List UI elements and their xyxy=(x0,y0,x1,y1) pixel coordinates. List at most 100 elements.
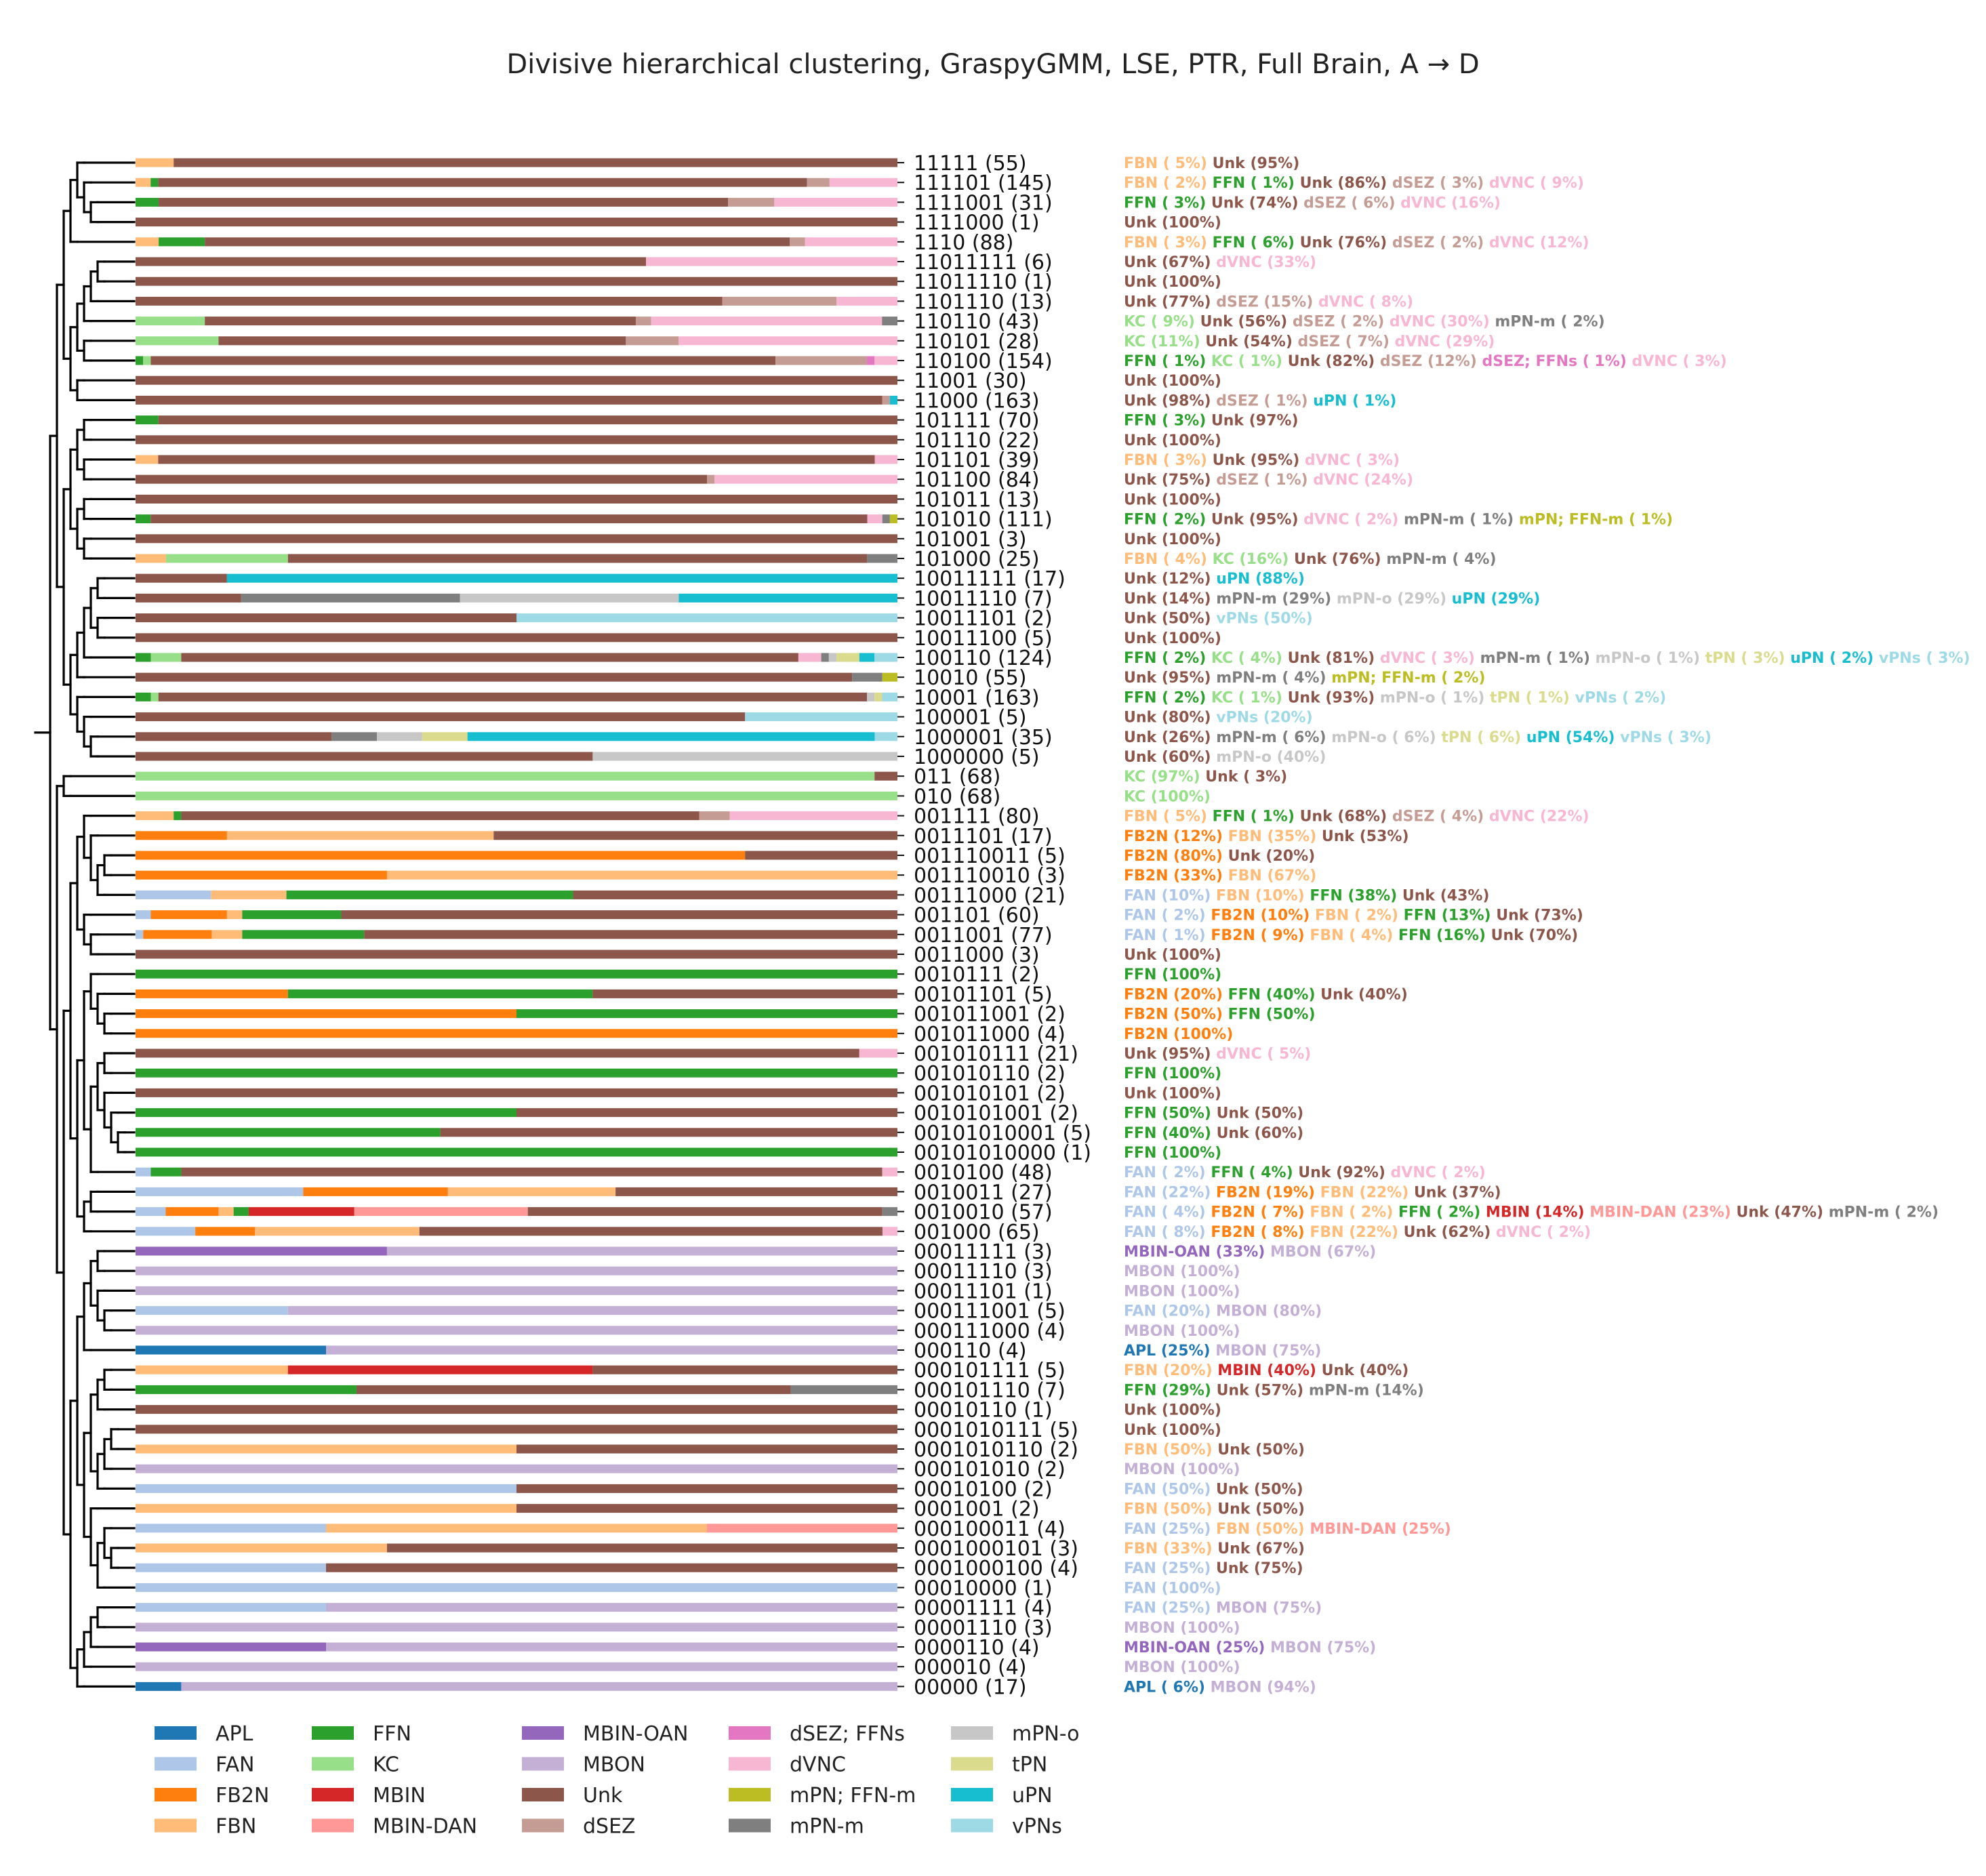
row-annotation: Unk (60%) mPN-o (40%) xyxy=(1124,749,1326,766)
annotation-token: Unk (67%) xyxy=(1213,1541,1305,1557)
annotation-token: mPN-m (14%) xyxy=(1303,1382,1424,1399)
bar-segment xyxy=(882,1207,897,1217)
bar-segment xyxy=(136,1681,182,1691)
row-annotation: FB2N (80%) Unk (20%) xyxy=(1124,848,1315,865)
row-annotation: FBN (20%) MBIN (40%) Unk (40%) xyxy=(1124,1362,1409,1379)
bar-segment xyxy=(874,653,897,662)
annotation-token: dSEZ ( 2%) xyxy=(1287,314,1384,331)
legend-swatch xyxy=(312,1818,354,1833)
row-label: 100110 (124) xyxy=(914,647,1053,670)
annotation-token: FBN (50%) xyxy=(1211,1521,1304,1538)
bar-segment xyxy=(158,692,868,701)
annotation-token: FFN (50%) xyxy=(1124,1105,1211,1122)
row-label: 0010010 (57) xyxy=(914,1201,1053,1225)
bar-segment xyxy=(136,455,159,464)
legend-label: MBIN xyxy=(373,1784,426,1808)
row-annotation: Unk (100%) xyxy=(1124,491,1221,508)
bar-segment xyxy=(136,1524,326,1533)
row-label: 101110 (22) xyxy=(914,429,1040,453)
legend-swatch xyxy=(729,1726,771,1740)
annotation-token: KC ( 9%) xyxy=(1124,314,1195,331)
bar-segment xyxy=(165,554,288,563)
bar-segment xyxy=(136,950,897,959)
bar-segment xyxy=(722,296,837,306)
bar-segment xyxy=(287,554,868,563)
row-label: 11011110 (1) xyxy=(914,270,1053,294)
annotation-token: FFN (40%) xyxy=(1124,1125,1211,1142)
annotation-token: Unk ( 3%) xyxy=(1200,769,1288,786)
row-annotation: Unk (100%) xyxy=(1124,1422,1221,1439)
row-label: 1111001 (31) xyxy=(914,191,1053,215)
annotation-token: dVNC ( 9%) xyxy=(1484,175,1584,192)
row-annotation: FBN (50%) Unk (50%) xyxy=(1124,1501,1305,1518)
annotation-token: MBON (80%) xyxy=(1211,1303,1322,1320)
bar-segment xyxy=(467,732,875,741)
row-annotation: FAN ( 1%) FB2N ( 9%) FBN ( 4%) FFN (16%)… xyxy=(1124,927,1578,944)
legend-label: KC xyxy=(373,1753,399,1777)
bar-segment xyxy=(136,593,241,603)
row-annotation: FB2N (20%) FFN (40%) Unk (40%) xyxy=(1124,986,1408,1003)
bar-segment xyxy=(419,1227,883,1236)
row-label: 000111000 (4) xyxy=(914,1320,1066,1343)
bar-segment xyxy=(699,811,730,821)
annotation-token: FAN ( 8%) xyxy=(1124,1224,1206,1241)
annotation-token: FB2N (80%) xyxy=(1124,848,1223,865)
legend-label: vPNs xyxy=(1012,1815,1062,1839)
bar-segment xyxy=(136,1662,897,1671)
annotation-token: Unk (26%) xyxy=(1124,729,1211,746)
bar-segment xyxy=(136,356,144,365)
row-annotation: FB2N (33%) FBN (67%) xyxy=(1124,868,1316,884)
annotation-token: Unk (74%) xyxy=(1206,195,1298,211)
bar-segment xyxy=(159,237,205,247)
row-label: 1101110 (13) xyxy=(914,290,1053,314)
bar-segment xyxy=(790,237,805,247)
bar-segment xyxy=(874,732,897,741)
dendrogram xyxy=(34,161,136,1688)
bar-segment xyxy=(136,791,897,800)
row-annotation: Unk (80%) vPNs (20%) xyxy=(1124,710,1313,727)
row-annotation: FFN ( 3%) Unk (97%) xyxy=(1124,413,1299,430)
row-annotation: FAN (50%) Unk (50%) xyxy=(1124,1481,1303,1498)
bar-segment xyxy=(729,811,897,821)
row-label: 001010101 (2) xyxy=(914,1082,1066,1105)
annotation-token: MBON (100%) xyxy=(1124,1461,1240,1478)
annotation-token: mPN-m (29%) xyxy=(1211,590,1332,607)
annotation-token: mPN-m ( 2%) xyxy=(1823,1204,1939,1221)
row-label: 0001000101 (3) xyxy=(914,1537,1078,1561)
bar-segment xyxy=(326,1642,897,1652)
row-annotation: MBIN-OAN (33%) MBON (67%) xyxy=(1124,1244,1376,1261)
row-label: 000101010 (2) xyxy=(914,1458,1066,1482)
row-label: 0011101 (17) xyxy=(914,825,1053,849)
annotation-token: mPN; FFN-m ( 1%) xyxy=(1514,512,1673,529)
annotation-token: Unk (37%) xyxy=(1409,1184,1501,1201)
bar-segment xyxy=(136,1543,387,1553)
row-label: 0010101001 (2) xyxy=(914,1102,1078,1126)
annotation-token: vPNs ( 3%) xyxy=(1873,650,1970,667)
annotation-token: Unk (50%) xyxy=(1213,1442,1305,1459)
annotation-token: FFN ( 2%) xyxy=(1393,1204,1480,1221)
annotation-token: FFN ( 1%) xyxy=(1207,809,1295,825)
legend-swatch xyxy=(951,1726,993,1740)
bar-segment xyxy=(136,1583,897,1592)
annotation-token: tPN ( 6%) xyxy=(1436,729,1522,746)
annotation-token: Unk (62%) xyxy=(1398,1224,1491,1241)
row-annotation: FFN ( 2%) Unk (95%) dVNC ( 2%) mPN-m ( 1… xyxy=(1124,512,1673,529)
annotation-token: FB2N (20%) xyxy=(1124,986,1223,1003)
bar-segment xyxy=(136,1623,897,1632)
legend-swatch xyxy=(522,1818,564,1833)
annotation-token: uPN ( 2%) xyxy=(1785,650,1874,667)
row-label: 001000 (65) xyxy=(914,1221,1040,1244)
annotation-token: mPN-m ( 4%) xyxy=(1381,551,1497,568)
row-annotation: FB2N (100%) xyxy=(1124,1026,1233,1043)
annotation-token: dSEZ ( 7%) xyxy=(1293,333,1390,350)
bar-segment xyxy=(707,1524,897,1533)
legend-label: dSEZ xyxy=(583,1815,636,1839)
bar-segment xyxy=(136,1603,326,1612)
bar-segment xyxy=(195,1227,256,1236)
bar-segment xyxy=(136,317,205,326)
annotation-token: FBN (50%) xyxy=(1124,1501,1213,1518)
annotation-token: dVNC ( 8%) xyxy=(1313,293,1413,310)
bar-segment xyxy=(516,1009,897,1019)
row-label: 10011111 (17) xyxy=(914,567,1066,591)
annotation-token: mPN-o ( 1%) xyxy=(1590,650,1700,667)
